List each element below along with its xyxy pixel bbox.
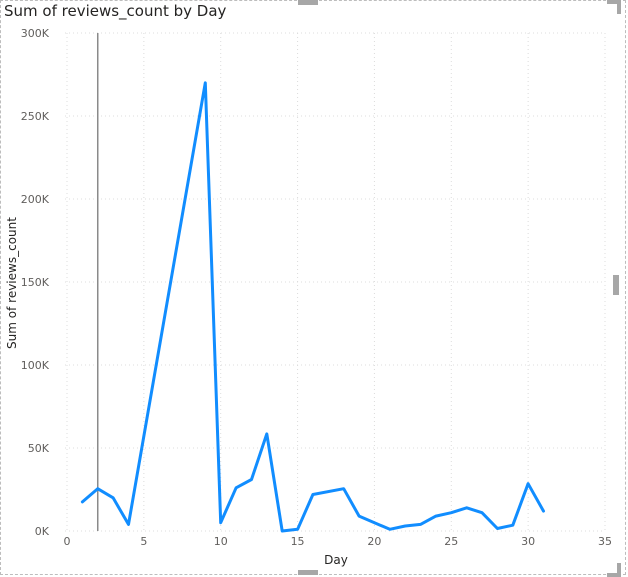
x-axis-title: Day [324,553,348,567]
x-tick-label: 20 [367,535,381,548]
data-point[interactable] [124,520,132,528]
resize-corner-top-right[interactable] [607,0,621,14]
chart-title: Sum of reviews_count by Day [4,2,227,20]
data-point[interactable] [78,498,86,506]
data-point[interactable] [509,521,517,529]
data-point[interactable] [401,522,409,530]
data-point[interactable] [109,494,117,502]
data-point[interactable] [540,507,548,515]
data-point[interactable] [417,520,425,528]
data-point[interactable] [340,485,348,493]
x-tick-label: 10 [214,535,228,548]
data-point[interactable] [463,504,471,512]
x-tick-label: 5 [140,535,147,548]
y-tick-label: 200K [21,193,50,206]
data-point[interactable] [247,476,255,484]
y-tick-label: 300K [21,27,50,40]
x-axis-ticks: 0 5 10 15 20 25 30 35 [64,535,613,548]
data-point[interactable] [447,509,455,517]
y-axis-title: Sum of reviews_count [5,217,19,349]
data-point[interactable] [201,79,209,87]
y-tick-label: 0K [35,525,50,538]
x-tick-label: 0 [64,535,71,548]
data-point[interactable] [309,490,317,498]
resize-handle-right[interactable] [613,275,619,295]
y-axis-ticks: 0K 50K 100K 150K 200K 250K 300K [21,27,50,538]
data-point[interactable] [217,519,225,527]
series-lines [78,79,548,535]
data-point[interactable] [94,485,102,493]
y-tick-label: 50K [28,442,50,455]
data-point[interactable] [278,527,286,535]
x-tick-label: 30 [521,535,535,548]
series-line[interactable] [80,81,545,533]
x-tick-label: 35 [598,535,612,548]
resize-corner-bottom-right[interactable] [607,563,621,577]
data-point[interactable] [432,512,440,520]
y-tick-label: 100K [21,359,50,372]
data-point[interactable] [524,480,532,488]
x-tick-label: 15 [291,535,305,548]
data-point[interactable] [478,509,486,517]
x-tick-label: 25 [444,535,458,548]
data-point[interactable] [294,525,302,533]
resize-handle-top[interactable] [298,0,318,5]
y-tick-label: 250K [21,110,50,123]
data-point[interactable] [263,430,271,438]
data-point[interactable] [232,484,240,492]
y-tick-label: 150K [21,276,50,289]
gridlines [65,32,606,532]
data-point[interactable] [355,512,363,520]
resize-handle-bottom[interactable] [298,570,318,575]
data-point[interactable] [493,525,501,533]
data-point[interactable] [386,525,394,533]
